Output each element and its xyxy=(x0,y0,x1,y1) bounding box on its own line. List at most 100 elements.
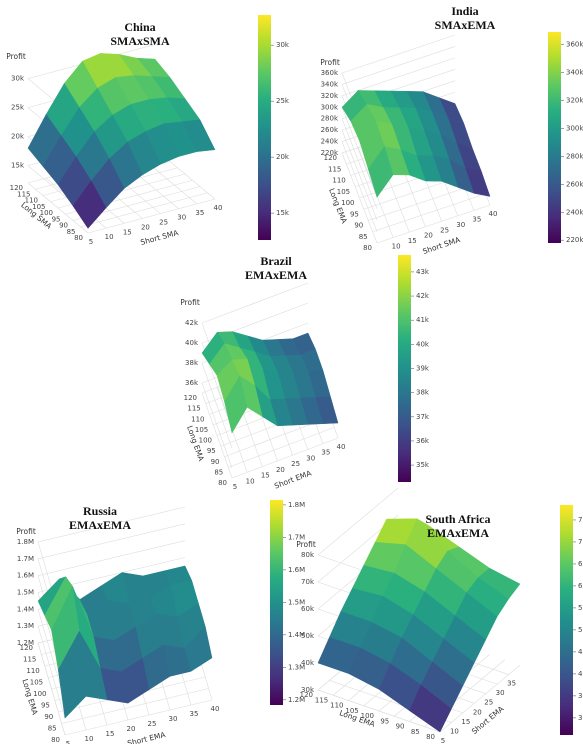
x-tick-label: 15 xyxy=(106,730,115,738)
colorbar-tick-label: 1.4M xyxy=(288,631,305,639)
surface-patch xyxy=(409,684,452,733)
surface-patch xyxy=(367,145,394,198)
x-tick-label: 25 xyxy=(440,226,449,234)
z-tick-label: 1.7M xyxy=(17,555,34,563)
x-tick-label: 15 xyxy=(123,228,132,236)
colorbar-tick-label: 50k xyxy=(578,626,583,634)
y-tick-label: 90 xyxy=(59,222,68,230)
x-tick-label: 20 xyxy=(276,466,285,474)
y-tick-label: 110 xyxy=(26,667,39,675)
z-axis-title: Profit xyxy=(6,52,26,61)
y-tick-label: 100 xyxy=(361,712,374,720)
y-tick-label: 105 xyxy=(195,426,208,434)
surface-patch xyxy=(224,375,248,434)
y-tick-label: 110 xyxy=(191,415,204,423)
x-tick-label: 10 xyxy=(246,477,255,485)
z-tick-label: 1.5M xyxy=(17,589,34,597)
x-tick-label: 10 xyxy=(105,233,114,241)
y-tick-label: 115 xyxy=(315,696,328,704)
y-tick-label: 115 xyxy=(187,405,200,413)
y-tick-label: 95 xyxy=(350,210,359,218)
y-tick-label: 95 xyxy=(41,702,50,710)
z-grid-line xyxy=(201,322,309,449)
y-tick-label: 95 xyxy=(207,447,216,455)
z-tick-label: 1.8M xyxy=(17,538,34,546)
z-tick-label: 30k xyxy=(11,75,25,83)
surface-patch xyxy=(57,630,87,719)
y-tick-label: 110 xyxy=(332,177,345,185)
z-tick-label: 20k xyxy=(11,133,25,141)
z-tick-label: 1.6M xyxy=(17,572,34,580)
y-tick-label: 90 xyxy=(354,222,363,230)
z-axis-title: Profit xyxy=(16,527,36,536)
z-tick-label: 42k xyxy=(185,319,199,327)
colorbar-tick-label: 40k xyxy=(578,670,583,678)
z-tick-label: 36k xyxy=(185,379,199,387)
colorbar xyxy=(270,500,283,705)
x-tick-label: 20 xyxy=(473,708,482,716)
colorbar-tick-label: 42k xyxy=(416,292,430,300)
colorbar-tick-label: 39k xyxy=(416,365,430,373)
colorbar-tick-label: 220k xyxy=(566,236,583,244)
y-tick-label: 120 xyxy=(184,394,197,402)
x-tick-label: 35 xyxy=(472,215,481,223)
chart-title: Brazil xyxy=(260,254,292,268)
colorbar-tick-label: 41k xyxy=(416,316,430,324)
colorbar-tick-label: 37k xyxy=(416,413,430,421)
x-tick-label: 10 xyxy=(85,735,94,743)
z-tick-label: 60k xyxy=(301,605,315,613)
y-tick-label: 80 xyxy=(363,244,372,252)
y-tick-label: 80 xyxy=(51,736,60,744)
colorbar-tick-label: 1.3M xyxy=(288,663,305,671)
y-grid-line xyxy=(231,437,339,479)
y-tick-label: 105 xyxy=(32,203,45,211)
colorbar-tick-label: 20k xyxy=(276,153,290,161)
colorbar xyxy=(560,505,573,735)
z-tick-label: 280k xyxy=(321,115,339,123)
z-axis-title: Profit xyxy=(180,298,200,307)
chart-title: India xyxy=(451,4,478,18)
y-tick-label: 85 xyxy=(411,728,420,736)
y-tick-label: 110 xyxy=(330,702,343,710)
chart-subtitle: EMAxEMA xyxy=(245,268,307,282)
y-grid-line xyxy=(64,699,213,736)
z-tick-label: 30k xyxy=(301,686,315,694)
x-tick-label: 40 xyxy=(214,204,223,212)
z-axis-title: Profit xyxy=(296,540,316,549)
y-grid-line xyxy=(87,198,216,234)
colorbar-tick-label: 35k xyxy=(578,692,583,700)
y-tick-label: 85 xyxy=(359,233,368,241)
y-tick-label: 95 xyxy=(380,717,389,725)
x-tick-label: 15 xyxy=(408,237,417,245)
y-grid-line xyxy=(439,664,521,733)
chart-title: South Africa xyxy=(425,512,490,526)
z-tick-label: 300k xyxy=(321,103,339,111)
x-tick-label: 40 xyxy=(337,443,346,451)
colorbar-tick-label: 340k xyxy=(566,69,583,77)
x-tick-label: 25 xyxy=(148,720,157,728)
y-grid-line xyxy=(61,688,209,724)
y-tick-label: 120 xyxy=(20,644,33,652)
y-tick-label: 120 xyxy=(300,691,313,699)
y-tick-label: 90 xyxy=(396,723,405,731)
colorbar-tick-label: 360k xyxy=(566,41,583,49)
colorbar-tick-label: 70k xyxy=(578,538,583,546)
colorbar-tick-label: 1.8M xyxy=(288,501,305,509)
colorbar-tick-label: 65k xyxy=(578,560,583,568)
x-tick-label: 35 xyxy=(190,710,199,718)
chart-subtitle: SMAxEMA xyxy=(435,18,496,32)
x-tick-label: 30 xyxy=(306,454,315,462)
x-tick-label: 5 xyxy=(441,737,445,744)
colorbar-tick-label: 280k xyxy=(566,152,583,160)
x-tick-label: 5 xyxy=(89,238,93,246)
z-tick-label: 40k xyxy=(185,339,199,347)
z-tick-label: 240k xyxy=(321,138,339,146)
colorbar-tick-label: 40k xyxy=(416,340,430,348)
colorbar-tick-label: 15k xyxy=(276,209,290,217)
chart-subtitle: EMAxEMA xyxy=(69,518,131,532)
surface-panel: 1.2M 1.3M 1.4M 1.5M 1.6M 1.7M 1.8M Profit 5 10 15 2… xyxy=(16,500,305,744)
z-tick-label: 1.2M xyxy=(17,639,34,647)
y-tick-label: 110 xyxy=(25,197,38,205)
colorbar-tick-label: 45k xyxy=(578,648,583,656)
